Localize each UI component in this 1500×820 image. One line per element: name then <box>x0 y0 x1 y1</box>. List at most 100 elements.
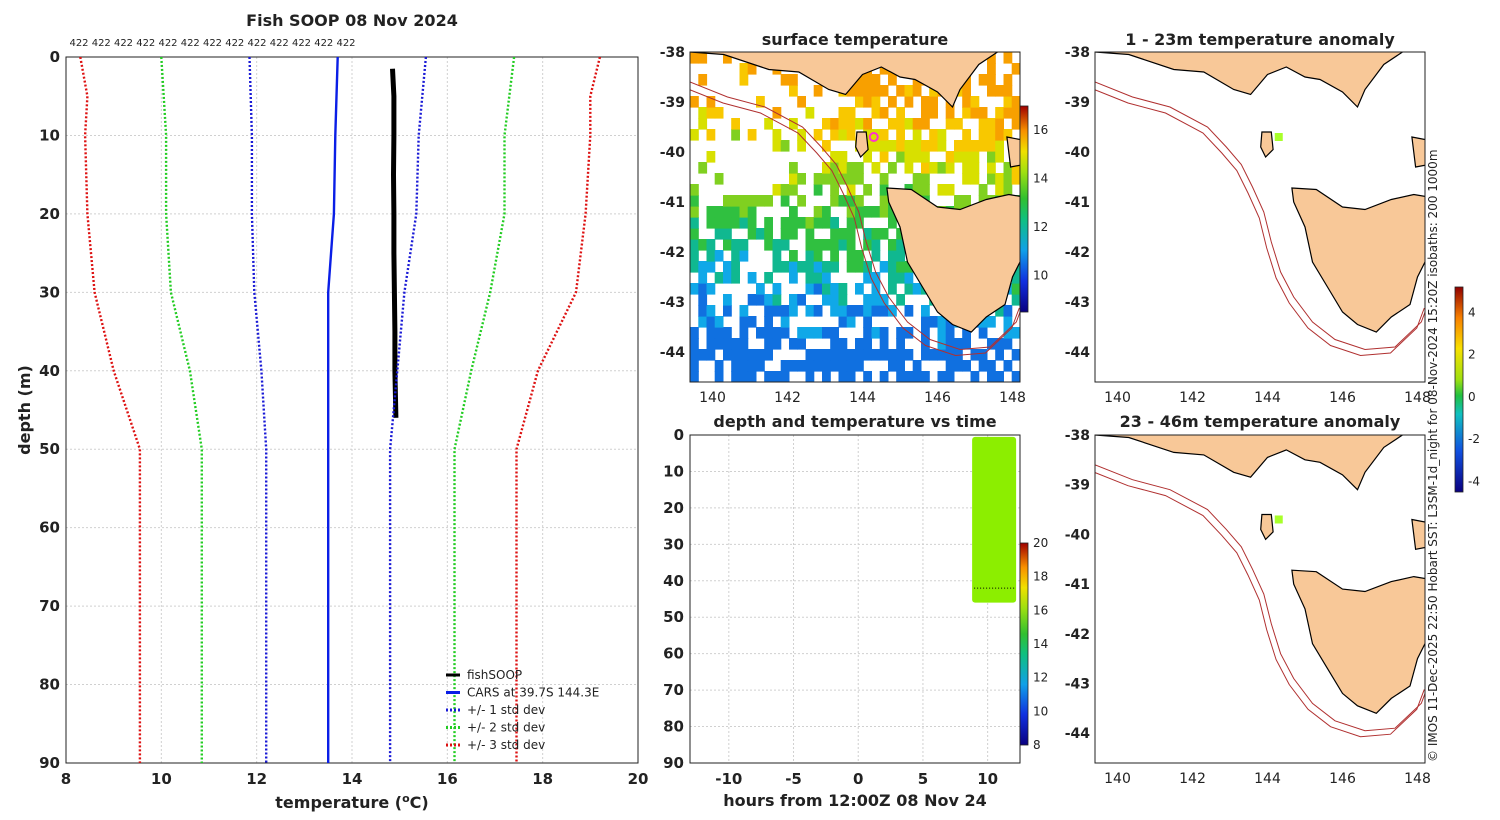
sst-pixel <box>987 63 996 75</box>
imos-credit-note: © IMOS 11-Dec-2025 22:50 Hobart SST: L3S… <box>1426 149 1440 762</box>
sst-pixel <box>772 283 782 295</box>
sst-pixel <box>756 349 765 361</box>
sst-pixel <box>739 349 749 361</box>
sst-pixel <box>813 206 823 218</box>
sst-pixel <box>896 107 905 119</box>
flinders-island <box>1411 518 1425 551</box>
sst-pixel <box>690 195 699 207</box>
anomaly-lower-land <box>1095 435 1425 738</box>
x-tick-label: 0 <box>853 770 863 788</box>
sst-pixel <box>797 96 806 108</box>
sst-pixel <box>937 140 947 152</box>
sst-pixel <box>805 283 815 295</box>
sst-pixel <box>838 239 848 251</box>
sst-pixel <box>970 96 980 108</box>
y-tick-label: 30 <box>663 535 684 553</box>
count-label: 422 <box>158 38 177 49</box>
mainland-victoria <box>1095 52 1404 109</box>
sst-pixel <box>978 327 988 339</box>
sst-pixel <box>962 85 971 97</box>
sst-pixel <box>879 140 889 152</box>
lon-tick-label: 148 <box>1404 771 1431 787</box>
sst-map-area <box>690 52 1020 382</box>
sst-pixel <box>879 305 889 317</box>
sst-pixel <box>813 129 823 141</box>
lat-tick-label: -38 <box>660 45 685 61</box>
sst-pixel <box>945 184 955 196</box>
sst-pixel <box>846 162 856 174</box>
sst-pixel <box>855 85 864 97</box>
sst-pixel <box>698 107 708 119</box>
sst-pixel <box>797 217 806 229</box>
sst-pixel <box>764 316 773 328</box>
sst-pixel <box>731 338 740 350</box>
sst-pixel <box>929 129 938 141</box>
sst-pixel <box>822 206 831 218</box>
series-line--1-std-dev <box>248 57 268 763</box>
sst-pixel <box>690 217 699 229</box>
y-tick-label: 40 <box>39 362 60 380</box>
sst-pixel <box>945 371 955 382</box>
sst-pixel <box>805 239 815 251</box>
sst-pixel <box>896 360 905 372</box>
king-island <box>1260 131 1274 159</box>
sst-pixel <box>706 338 716 350</box>
colorbar-tick-label: -4 <box>1468 474 1480 488</box>
sst-pixel <box>1011 63 1020 75</box>
profile-legend: fishSOOP CARS at 39.7S 144.3E +/- 1 std de… <box>446 668 599 752</box>
sst-pixel <box>838 118 848 130</box>
lon-tick-label: 148 <box>999 390 1026 406</box>
depth-time-xlabel: hours from 12:00Z 08 Nov 24 <box>723 791 986 810</box>
sst-pixel <box>1011 107 1020 119</box>
sst-pixel <box>970 173 980 185</box>
sst-pixel <box>846 118 856 130</box>
count-label: 422 <box>292 38 311 49</box>
sst-pixel <box>888 272 897 284</box>
sst-pixel <box>954 52 963 53</box>
sst-pixel <box>978 140 988 152</box>
lat-tick-label: -42 <box>1065 627 1090 643</box>
sst-pixel <box>863 316 872 328</box>
anomaly-upper-land <box>1095 52 1425 357</box>
sst-pixel <box>863 151 872 163</box>
sst-pixel <box>987 129 996 141</box>
sst-pixel <box>1003 338 1013 350</box>
sst-pixel <box>838 283 848 295</box>
count-label: 422 <box>225 38 244 49</box>
sst-pixel <box>863 305 872 317</box>
sst-pixel <box>706 96 716 108</box>
sst-pixel <box>962 338 971 350</box>
sst-pixel <box>789 272 798 284</box>
sst-pixel <box>698 239 708 251</box>
y-tick-label: 10 <box>39 126 60 144</box>
sst-pixel <box>739 63 749 75</box>
sst-pixel <box>714 217 724 229</box>
sst-pixel <box>855 162 864 174</box>
lat-tick-label: -42 <box>1065 245 1090 261</box>
sst-pixel <box>912 85 922 97</box>
sst-pixel <box>879 206 889 218</box>
sst-pixel <box>978 184 988 196</box>
sst-pixel <box>822 173 831 185</box>
count-label: 422 <box>114 38 133 49</box>
sst-pixel <box>888 162 897 174</box>
sst-pixel <box>904 85 914 97</box>
sst-pixel <box>690 96 699 108</box>
sst-pixel <box>780 327 790 339</box>
sst-pixel <box>797 360 806 372</box>
sst-pixel <box>690 327 699 339</box>
sst-pixel <box>912 283 922 295</box>
sst-pixel <box>995 184 1004 196</box>
sst-pixel <box>772 250 782 262</box>
sst-pixel <box>962 173 971 185</box>
sst-pixel <box>904 371 914 382</box>
sst-pixel <box>830 228 839 240</box>
sst-pixel <box>822 217 831 229</box>
sst-pixel <box>698 52 708 64</box>
sst-pixel <box>954 338 963 350</box>
sst-pixel <box>871 294 881 306</box>
sst-pixel <box>830 129 839 141</box>
depth-time-panel: depth and temperature vs time -10 -5 0 5 10 0… <box>663 412 1048 810</box>
lon-tick-label: 144 <box>1254 390 1281 406</box>
sst-pixel <box>789 162 798 174</box>
